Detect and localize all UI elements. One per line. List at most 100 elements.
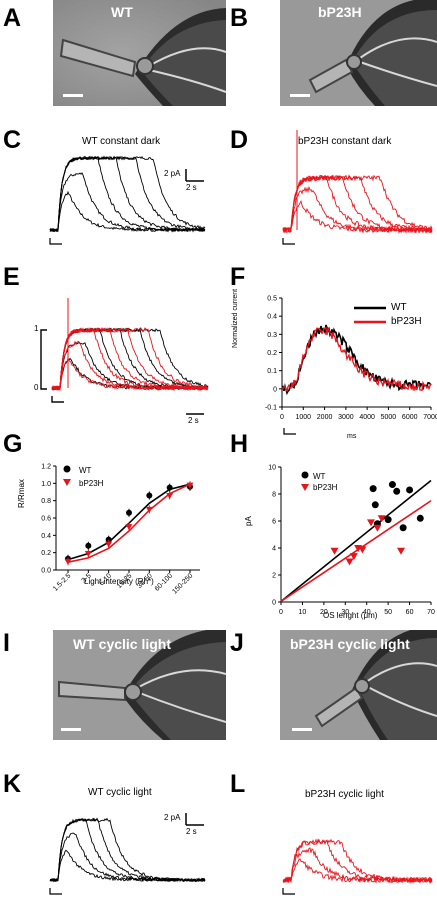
micrograph-label: WT cyclic light — [73, 636, 172, 652]
h-point-bp23h — [358, 546, 367, 554]
trace-title-k: WT cyclic light — [88, 787, 152, 798]
stimulus-marker — [282, 888, 295, 895]
g-point-bp23h — [145, 506, 153, 513]
h-point-wt — [406, 486, 414, 494]
f-y-tick-label: 0.5 — [267, 296, 277, 303]
panel-letter-l: L — [230, 770, 246, 798]
g-y-tick-label: 1.2 — [41, 464, 51, 471]
g-y-tick-label: 0.8 — [41, 498, 51, 505]
f-y-tick-label: -0.1 — [265, 405, 277, 412]
h-point-bp23h — [377, 515, 386, 523]
f-y-tick-label: 0.2 — [267, 350, 277, 357]
g-y-tick-label: 0.4 — [41, 533, 51, 540]
h-x-tick-label: 20 — [320, 609, 328, 616]
f-y-tick-label: 0.1 — [267, 368, 277, 375]
f-series-line — [281, 326, 432, 393]
panel-letter-d: D — [230, 126, 249, 154]
h-y-tick-label: 0 — [272, 600, 276, 607]
h-point-bp23h — [345, 558, 354, 566]
response-trace — [282, 174, 433, 234]
g-y-tick-label: 0.0 — [41, 568, 51, 575]
response-trace — [282, 185, 433, 234]
panel-letter-f: F — [230, 263, 246, 291]
stimulus-marker — [283, 428, 296, 435]
stimulus-marker — [51, 396, 64, 403]
h-y-tick-label: 8 — [272, 492, 276, 499]
f-y-tick-label: 0 — [273, 386, 277, 393]
g-legend-marker-bp23h — [63, 479, 71, 486]
trace-group-l — [282, 838, 433, 895]
h-fit-line — [280, 500, 432, 602]
g-point-wt — [105, 536, 112, 543]
trace-title-c: WT constant dark — [82, 136, 161, 147]
g-y-tick-label: 1.0 — [41, 481, 51, 488]
panel-letter-h: H — [230, 430, 249, 458]
h-point-wt — [371, 501, 379, 509]
h-x-tick-label: 60 — [406, 609, 414, 616]
micrograph-bp23h-cyclic: bP23H cyclic light — [280, 630, 437, 740]
h-x-tick-label: 70 — [427, 609, 435, 616]
f-y-tick-label: 0.4 — [267, 314, 277, 321]
stimulus-marker — [49, 888, 62, 895]
f-x-tick-label: 0 — [280, 414, 284, 421]
micrograph-wt-cyclic: WT cyclic light — [53, 630, 226, 740]
response-trace — [50, 155, 206, 232]
g-y-tick-label: 0.2 — [41, 550, 51, 557]
h-legend-marker-wt — [301, 471, 309, 479]
h-point-wt — [388, 481, 396, 489]
g-point-bp23h — [166, 492, 174, 499]
response-trace — [51, 326, 209, 391]
h-x-tick-label: 10 — [299, 609, 307, 616]
f-x-tick-label: 1000 — [295, 414, 311, 421]
g-point-wt — [166, 484, 173, 491]
h-point-bp23h — [397, 547, 405, 555]
scale-time-label: 2 s — [186, 827, 197, 836]
trace-group-k — [49, 817, 206, 895]
scale-bars — [40, 169, 204, 826]
g-y-tick-label: 0.6 — [41, 516, 51, 523]
g-legend-bp: bP23H — [79, 479, 104, 488]
norm-scale-bracket — [40, 329, 47, 390]
f-x-tick-label: 5000 — [381, 414, 397, 421]
f-x-tick-label: 7000 — [423, 414, 437, 421]
h-x-tick-label: 50 — [384, 609, 392, 616]
h-legend-marker-bp23h — [301, 484, 309, 491]
h-point-bp23h — [373, 524, 382, 532]
g-legend-marker-wt — [63, 465, 71, 473]
stimulus-marker — [49, 238, 62, 245]
g-point-bp23h — [64, 558, 72, 565]
h-point-bp23h — [367, 519, 375, 527]
h-legend-bp: bP23H — [313, 483, 338, 492]
f-legend-bp: bP23H — [391, 316, 422, 327]
trace-group-d — [282, 130, 433, 245]
h-y-tick-label: 2 — [272, 573, 276, 580]
h-x-tick-label: 0 — [279, 609, 283, 616]
response-trace — [51, 327, 209, 391]
h-fit-line — [280, 479, 432, 602]
trace-title-l: bP23H cyclic light — [305, 789, 384, 800]
h-point-wt — [416, 514, 424, 522]
g-point-wt — [85, 542, 92, 549]
g-point-bp23h — [105, 541, 113, 548]
h-legend-wt: WT — [313, 472, 326, 481]
f-x-tick-label: 2000 — [317, 414, 333, 421]
f-x-tick-label: 3000 — [338, 414, 354, 421]
g-point-wt — [146, 492, 153, 499]
stimulus-marker — [282, 238, 295, 245]
panel-letter-j: J — [230, 629, 244, 657]
trace-group-c — [49, 155, 206, 245]
g-point-bp23h — [125, 524, 133, 531]
h-y-tick-label: 10 — [268, 465, 276, 472]
panel-letter-k: K — [3, 770, 22, 798]
f-x-tick-label: 4000 — [359, 414, 375, 421]
response-trace — [282, 847, 433, 884]
f-y-tick-label: 0.3 — [267, 332, 277, 339]
micrograph-label: bP23H — [318, 4, 362, 20]
f-legend-wt: WT — [391, 302, 407, 313]
scale-current-label: 2 pA — [164, 813, 181, 822]
